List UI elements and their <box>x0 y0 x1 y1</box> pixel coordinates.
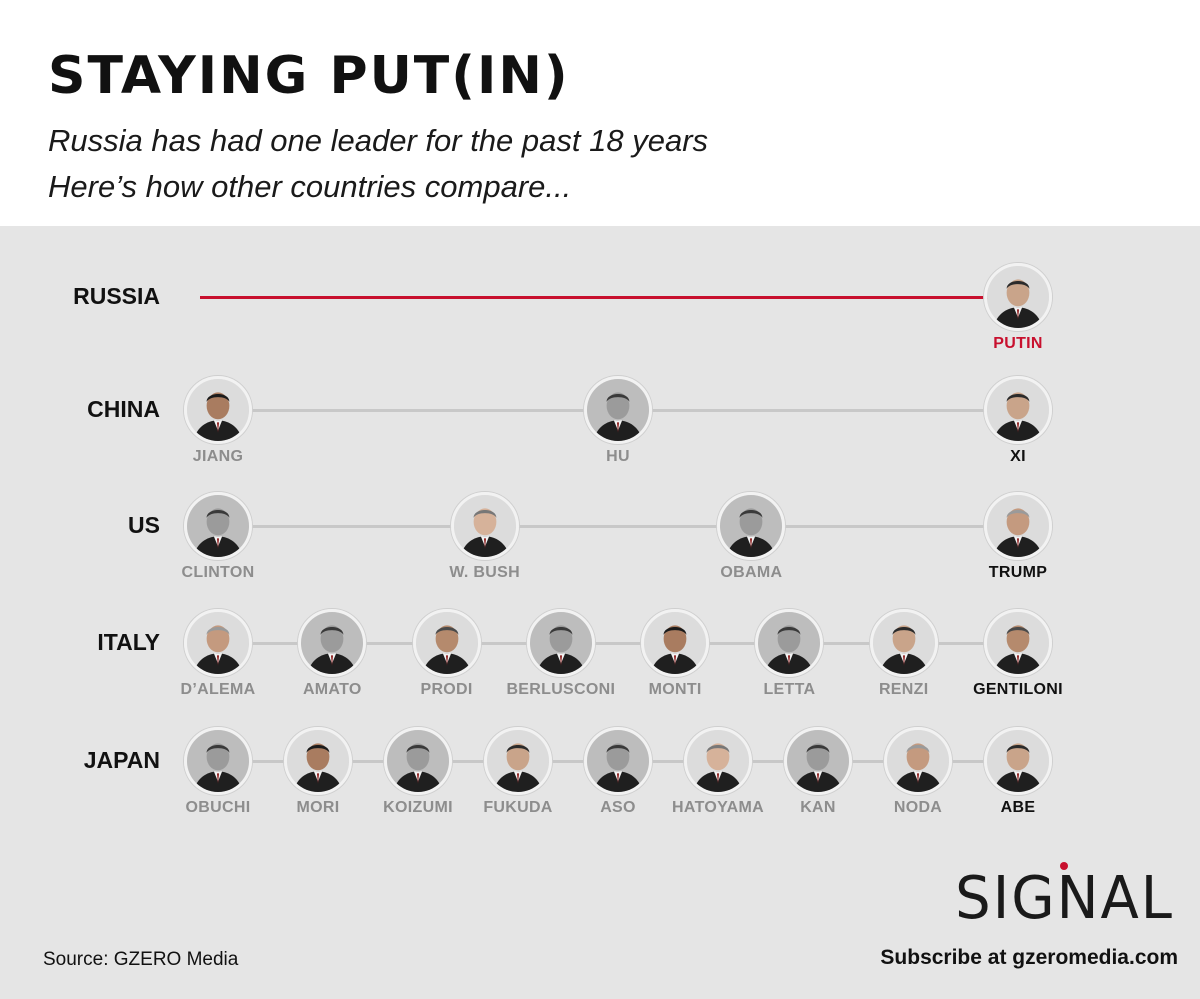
leader-name-w-bush: W. BUSH <box>449 564 520 581</box>
obuchi-portrait-icon <box>184 727 252 795</box>
subtitle-line-1: Russia has had one leader for the past 1… <box>48 123 709 158</box>
leader-name-kan: KAN <box>800 799 836 816</box>
header: STAYING PUT(IN) Russia has had one leade… <box>0 0 1200 226</box>
subtitle-line-2: Here’s how other countries compare... <box>48 169 572 204</box>
leader-name-koizumi: KOIZUMI <box>383 799 453 816</box>
leader-name-clinton: CLINTON <box>181 564 255 581</box>
subscribe-link[interactable]: Subscribe at gzeromedia.com <box>880 946 1178 969</box>
timeline-track-russia <box>200 296 1018 299</box>
leader-name-aso: ASO <box>600 799 636 816</box>
leader-name-gentiloni: GENTILONI <box>973 681 1063 698</box>
monti-portrait-icon <box>641 609 710 677</box>
gentiloni-portrait-icon <box>984 609 1052 677</box>
leader-name-jiang: JIANG <box>192 448 244 465</box>
hatoyama-portrait-icon <box>684 727 752 795</box>
aso-portrait-icon <box>584 727 652 795</box>
jiang-portrait-icon <box>184 376 252 444</box>
leader-name-trump: TRUMP <box>988 564 1048 581</box>
timeline-track-italy <box>218 642 1018 645</box>
leader-name-monti: MONTI <box>648 681 702 698</box>
leader-name-hatoyama: HATOYAMA <box>672 799 764 816</box>
leader-name-fukuda: FUKUDA <box>483 799 553 816</box>
leader-name-mori: MORI <box>296 799 340 816</box>
koizumi-portrait-icon <box>384 727 452 795</box>
noda-portrait-icon <box>884 727 952 795</box>
source-note: Source: GZERO Media <box>43 949 239 970</box>
abe-portrait-icon <box>984 727 1052 795</box>
letta-portrait-icon <box>755 609 824 677</box>
leader-name-hu: HU <box>606 448 630 465</box>
hu-portrait-icon <box>584 376 652 444</box>
xi-portrait-icon <box>984 376 1052 444</box>
leader-name-prodi: PRODI <box>420 681 473 698</box>
leader-name-letta: LETTA <box>763 681 816 698</box>
leader-name-obuchi: OBUCHI <box>185 799 251 816</box>
brand-logo-dot <box>1060 862 1068 870</box>
row-label-russia: RUSSIA <box>73 283 160 309</box>
leader-name-renzi: RENZI <box>878 681 929 698</box>
leader-name-obama: OBAMA <box>720 564 783 581</box>
timeline-track-us <box>218 525 1018 528</box>
leader-name-amato: AMATO <box>302 681 362 698</box>
leader-name-putin: PUTIN <box>993 335 1043 352</box>
leader-name-d-alema: D’ALEMA <box>180 681 256 698</box>
dalema-portrait-icon <box>184 609 252 677</box>
leader-name-berlusconi: BERLUSCONI <box>506 681 616 698</box>
kan-portrait-icon <box>784 727 852 795</box>
leader-name-abe: ABE <box>1000 799 1036 816</box>
fukuda-portrait-icon <box>484 727 552 795</box>
row-label-japan: JAPAN <box>83 747 160 773</box>
leader-name-noda: NODA <box>893 799 943 816</box>
subtitle: Russia has had one leader for the past 1… <box>48 118 708 210</box>
renzi-portrait-icon <box>869 609 938 677</box>
w-bush-portrait-icon <box>450 492 519 560</box>
row-label-china: CHINA <box>87 396 160 422</box>
amato-portrait-icon <box>298 609 367 677</box>
clinton-portrait-icon <box>184 492 252 560</box>
berlusconi-portrait-icon <box>526 609 595 677</box>
trump-portrait-icon <box>984 492 1052 560</box>
prodi-portrait-icon <box>412 609 481 677</box>
row-label-italy: ITALY <box>97 629 160 655</box>
page-title: STAYING PUT(IN) <box>48 46 570 106</box>
obama-portrait-icon <box>717 492 786 560</box>
row-label-us: US <box>128 512 160 538</box>
putin-portrait-icon <box>984 263 1052 331</box>
brand-logo: SIGNAL <box>955 864 1174 933</box>
mori-portrait-icon <box>284 727 352 795</box>
leader-name-xi: XI <box>1010 448 1026 465</box>
